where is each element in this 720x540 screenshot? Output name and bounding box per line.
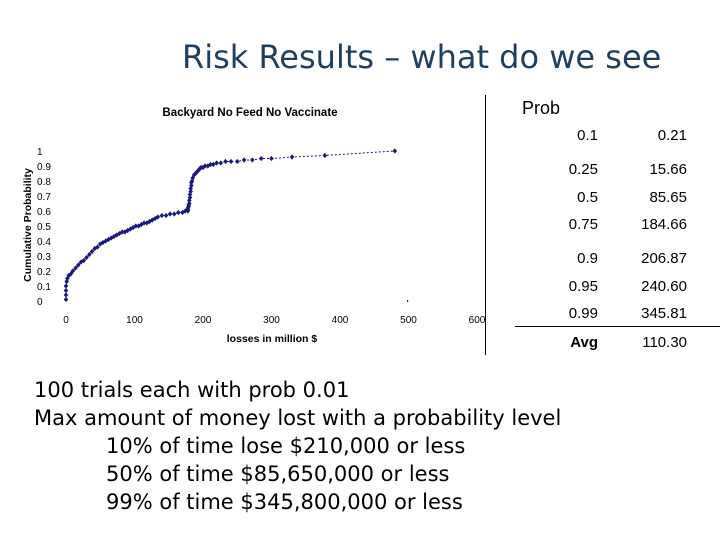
data-point [63,292,69,298]
y-tick-label: 0.1 [37,282,51,293]
chart-title: Backyard No Feed No Vaccinate [162,107,337,119]
data-point [250,157,255,163]
data-point [210,161,216,168]
data-point [63,296,69,303]
y-tick-label: 0.5 [37,222,51,233]
data-point [76,262,81,268]
data-point [223,158,228,165]
data-point [218,160,224,166]
x-tick-label: 0 [63,315,69,326]
data-point [322,152,328,159]
data-point [195,167,201,174]
data-point [392,148,398,154]
data-point [95,244,100,250]
data-point [171,211,177,217]
y-tick-label: 0.7 [37,192,51,203]
data-point [289,154,295,160]
data-point [68,271,74,277]
notes-block: 100 trials each with prob 0.01 Max amoun… [34,376,561,516]
data-point [125,227,130,234]
data-point [234,158,240,165]
data-point [187,194,193,201]
x-tick-label: 400 [332,315,349,326]
data-point [119,229,125,235]
y-axis-ticks: 0 0.1 0.2 0.3 0.4 0.5 0.6 0.7 0.8 0.9 1 [37,147,51,308]
data-point [228,158,234,165]
y-axis-label: Cumulative Probability [22,168,34,282]
y-tick-label: 0.4 [37,237,51,248]
data-point [167,211,173,217]
data-point [155,214,161,220]
x-tick-label: 500 [400,315,417,326]
data-point [86,251,92,258]
data-point [144,220,150,226]
data-point [141,220,147,226]
data-point [84,254,89,261]
data-point [241,157,247,163]
note-line-trials: 100 trials each with prob 0.01 [34,378,350,402]
data-point [258,155,264,162]
y-tick-label: 0.9 [37,162,51,173]
slide-title: Risk Results – what do we see [182,38,662,76]
data-point [188,185,193,192]
data-point [133,223,139,229]
data-point [214,160,219,166]
data-point [152,215,158,222]
data-point [202,163,208,169]
data-point [159,212,165,219]
data-point [187,197,192,204]
x-tick-label: 200 [195,315,212,326]
data-point [163,212,169,219]
data-point [136,223,141,229]
y-tick-label: 1 [37,147,43,158]
data-point [197,166,202,172]
data-point [205,163,211,169]
y-tick-label: 0 [37,297,43,308]
data-points [63,148,398,303]
data-point [269,155,274,162]
data-point [63,287,69,294]
note-line-max-amount: Max amount of money lost with a probabil… [34,406,562,430]
data-point [81,257,87,264]
data-point [187,191,193,198]
x-tick-label: 100 [126,315,143,326]
data-point [189,178,195,184]
x-axis-ticks: 0 100 200 300 400 500 600 [63,315,486,326]
x-tick-label: 300 [263,315,280,326]
x-tick-label: 600 [469,315,486,326]
data-point [208,161,213,168]
data-point [70,268,76,274]
data-point [89,248,95,255]
y-tick-label: 0.8 [37,177,51,188]
data-point [63,283,69,289]
y-tick-label: 0.3 [37,252,51,263]
y-tick-label: 0.2 [37,267,51,278]
data-point [188,188,193,195]
data-point [128,226,133,232]
data-point [176,209,181,216]
data-point [187,200,192,207]
note-line-10pct: 10% of time lose $210,000 or less [106,434,466,458]
series-line [65,150,395,300]
x-axis-label: losses in million $ [227,333,318,345]
data-point [73,265,78,271]
y-tick-label: 0.6 [37,207,51,218]
data-point [189,182,194,189]
note-line-50pct: 50% of time $85,650,000 or less [106,462,450,486]
data-point [180,209,185,216]
note-line-99pct: 99% of time $345,800,000 or less [106,490,463,514]
stray-mark [407,300,409,302]
